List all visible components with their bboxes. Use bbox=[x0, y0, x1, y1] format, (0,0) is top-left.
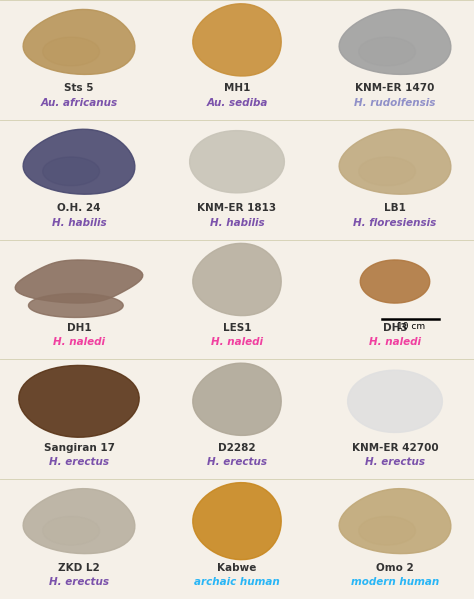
Text: Omo 2: Omo 2 bbox=[376, 562, 414, 573]
Polygon shape bbox=[339, 129, 451, 194]
Text: D2282: D2282 bbox=[218, 443, 256, 453]
Polygon shape bbox=[23, 129, 135, 194]
Polygon shape bbox=[15, 260, 143, 303]
Polygon shape bbox=[19, 365, 139, 437]
Text: H. habilis: H. habilis bbox=[210, 217, 264, 228]
Text: archaic human: archaic human bbox=[194, 577, 280, 587]
Text: H. erectus: H. erectus bbox=[49, 457, 109, 467]
Text: modern human: modern human bbox=[351, 577, 439, 587]
Polygon shape bbox=[193, 243, 281, 316]
Polygon shape bbox=[359, 157, 416, 186]
Text: DH3: DH3 bbox=[383, 323, 407, 333]
Text: KNM-ER 42700: KNM-ER 42700 bbox=[352, 443, 438, 453]
Text: Kabwe: Kabwe bbox=[217, 562, 257, 573]
Polygon shape bbox=[339, 489, 451, 553]
Polygon shape bbox=[43, 516, 100, 545]
Polygon shape bbox=[43, 157, 100, 186]
Polygon shape bbox=[23, 489, 135, 553]
Text: H. floresiensis: H. floresiensis bbox=[354, 217, 437, 228]
Text: DH1: DH1 bbox=[67, 323, 91, 333]
Polygon shape bbox=[193, 4, 281, 76]
Text: Sts 5: Sts 5 bbox=[64, 83, 94, 93]
Text: O.H. 24: O.H. 24 bbox=[57, 203, 101, 213]
Text: MH1: MH1 bbox=[224, 83, 250, 93]
Polygon shape bbox=[190, 131, 284, 193]
Text: H. rudolfensis: H. rudolfensis bbox=[354, 98, 436, 108]
Text: H. naledi: H. naledi bbox=[53, 337, 105, 347]
Text: LB1: LB1 bbox=[384, 203, 406, 213]
Polygon shape bbox=[193, 363, 281, 435]
Polygon shape bbox=[359, 516, 416, 545]
Polygon shape bbox=[339, 10, 451, 74]
Text: H. erectus: H. erectus bbox=[207, 457, 267, 467]
Text: H. naledi: H. naledi bbox=[369, 337, 421, 347]
Text: H. erectus: H. erectus bbox=[49, 577, 109, 587]
Text: ZKD L2: ZKD L2 bbox=[58, 562, 100, 573]
Text: H. naledi: H. naledi bbox=[211, 337, 263, 347]
Text: H. habilis: H. habilis bbox=[52, 217, 106, 228]
Polygon shape bbox=[360, 260, 430, 303]
Text: H. erectus: H. erectus bbox=[365, 457, 425, 467]
Polygon shape bbox=[23, 10, 135, 74]
Text: Sangiran 17: Sangiran 17 bbox=[44, 443, 115, 453]
Text: Au. africanus: Au. africanus bbox=[40, 98, 118, 108]
Polygon shape bbox=[28, 294, 123, 317]
Text: LES1: LES1 bbox=[223, 323, 251, 333]
Text: KNM-ER 1470: KNM-ER 1470 bbox=[356, 83, 435, 93]
Polygon shape bbox=[193, 483, 281, 559]
Text: 10 cm: 10 cm bbox=[397, 322, 425, 331]
Text: Au. sediba: Au. sediba bbox=[206, 98, 268, 108]
Polygon shape bbox=[359, 37, 416, 66]
Polygon shape bbox=[347, 370, 442, 432]
Polygon shape bbox=[43, 37, 100, 66]
Text: KNM-ER 1813: KNM-ER 1813 bbox=[198, 203, 276, 213]
